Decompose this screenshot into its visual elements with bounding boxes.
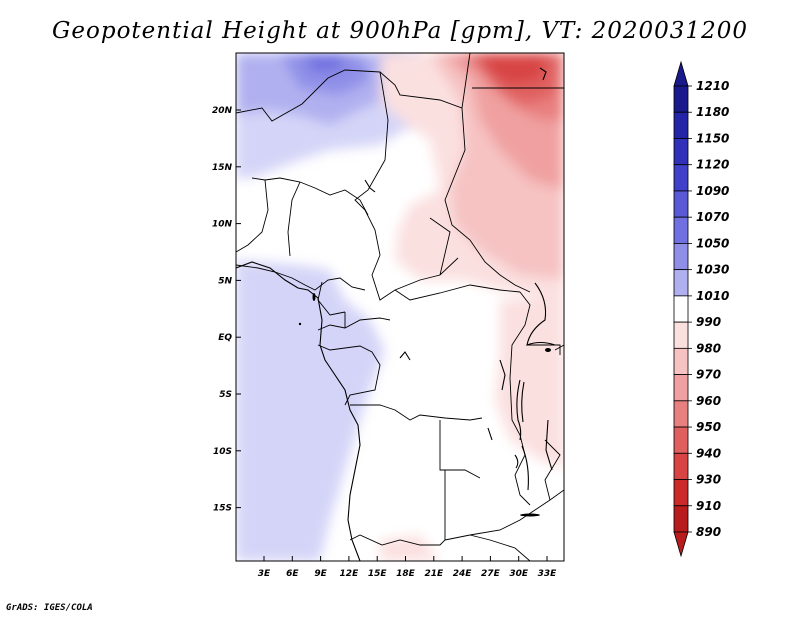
colorbar-segment — [673, 426, 689, 454]
colorbar-label: 970 — [696, 368, 721, 382]
longitude-axis: 3E 6E 9E 12E 15E 18E 21E 24E 27E 30E 33E — [258, 556, 557, 579]
grads-credit: GrADS: IGES/COLA — [6, 603, 93, 613]
lat-tick-label: 15S — [213, 504, 232, 514]
colorbar-label: 1010 — [696, 289, 729, 303]
colorbar-label: 1120 — [696, 158, 729, 172]
colorbar-segment — [673, 452, 689, 480]
lat-tick-label: 5S — [219, 390, 232, 400]
colorbar-segment — [673, 269, 689, 297]
colorbar-segment — [673, 138, 689, 166]
colorbar-segment — [673, 479, 689, 507]
colorbar-top-arrow — [673, 60, 689, 87]
colorbar-label: 960 — [696, 394, 721, 408]
map-title: Geopotential Height at 900hPa [gpm], VT:… — [52, 18, 748, 44]
colorbar-label: 930 — [696, 473, 721, 487]
colorbar-label: 980 — [696, 341, 721, 355]
lat-tick-label: 10S — [213, 447, 232, 457]
colorbar-segment — [673, 164, 689, 192]
colorbar-segment — [673, 295, 689, 323]
colorbar-segment — [673, 505, 689, 533]
small-islands — [298, 293, 551, 517]
country-borders — [236, 53, 564, 561]
lat-tick-label: 10N — [212, 220, 233, 230]
lon-tick-label: 21E — [424, 569, 444, 579]
colorbar-bottom-arrow — [673, 531, 689, 558]
lat-tick-label: 5N — [218, 276, 232, 286]
colorbar-segment — [673, 216, 689, 244]
lon-tick-label: 30E — [509, 569, 529, 579]
colorbar-segment — [673, 374, 689, 402]
lon-tick-label: 3E — [258, 569, 271, 579]
colorbar-segment — [673, 190, 689, 218]
colorbar: 1210 1180 1150 1120 1090 1070 1050 1030 1010 990 9… — [673, 60, 729, 558]
field-blue-shading — [236, 53, 420, 561]
colorbar-segment — [673, 111, 689, 139]
lat-tick-label: EQ — [218, 333, 232, 343]
lon-tick-label: 24E — [453, 569, 473, 579]
colorbar-label: 940 — [696, 446, 721, 460]
colorbar-label: 1150 — [696, 131, 729, 145]
lon-tick-label: 27E — [481, 569, 501, 579]
lon-tick-label: 18E — [396, 569, 416, 579]
colorbar-label: 890 — [696, 525, 721, 539]
lon-tick-label: 33E — [538, 569, 558, 579]
coastline — [236, 67, 556, 561]
lon-tick-label: 12E — [340, 569, 360, 579]
colorbar-segment — [673, 321, 689, 349]
latitude-axis: 20N 15N 10N 5N EQ 5S 10S 15S — [212, 106, 241, 514]
field-red-shading — [380, 53, 564, 561]
lon-tick-label: 6E — [286, 569, 299, 579]
colorbar-label: 1090 — [696, 184, 729, 198]
colorbar-label: 1050 — [696, 236, 729, 250]
lon-tick-label: 9E — [314, 569, 327, 579]
lon-tick-label: 15E — [368, 569, 388, 579]
colorbar-segment — [673, 243, 689, 271]
colorbar-label: 910 — [696, 499, 721, 513]
colorbar-label: 950 — [696, 420, 721, 434]
height-field — [236, 53, 564, 561]
colorbar-label: 1180 — [696, 105, 729, 119]
lat-tick-label: 20N — [212, 106, 233, 116]
colorbar-label: 1070 — [696, 210, 729, 224]
colorbar-segment — [673, 85, 689, 113]
lat-tick-label: 15N — [212, 163, 233, 173]
colorbar-label: 1210 — [696, 79, 729, 93]
colorbar-segment — [673, 347, 689, 375]
colorbar-label: 1030 — [696, 263, 729, 277]
colorbar-label: 990 — [696, 315, 721, 329]
colorbar-segment — [673, 400, 689, 428]
map-frame — [235, 52, 565, 562]
